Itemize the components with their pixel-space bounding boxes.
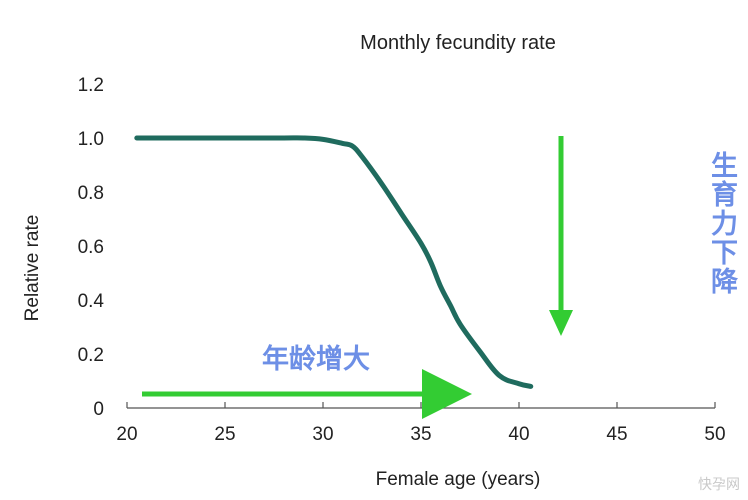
x-tick-label: 35 (410, 424, 431, 445)
y-tick-label: 0.2 (78, 345, 104, 366)
fertility-decline-label: 生育力下降 (592, 151, 738, 294)
x-tick-label: 40 (508, 424, 529, 445)
x-tick-label: 45 (606, 424, 627, 445)
x-tick-label: 50 (704, 424, 725, 445)
y-ticks: 0 0.2 0.4 0.6 0.8 1.0 1.2 (78, 75, 105, 420)
x-ticks: 20 25 30 35 40 45 50 (116, 402, 726, 445)
y-tick-label: 0.4 (78, 291, 105, 312)
y-tick-label: 0 (93, 399, 104, 420)
x-tick-label: 25 (214, 424, 235, 445)
y-tick-label: 1.0 (78, 129, 104, 150)
y-tick-label: 0.6 (78, 237, 104, 258)
fertility-decline-arrow (549, 136, 573, 336)
series-line-fecundity (134, 135, 534, 389)
x-tick-label: 30 (312, 424, 333, 445)
y-tick-label: 1.2 (78, 75, 104, 96)
y-axis-label: Relative rate (22, 215, 43, 322)
watermark-logo: 快孕网 (698, 477, 740, 493)
chart-title: Monthly fecundity rate (360, 32, 556, 54)
age-increase-label: 年龄增大 (262, 343, 370, 375)
y-tick-label: 0.8 (78, 183, 104, 204)
x-tick-label: 20 (116, 424, 137, 445)
fertility-decline-text: 生育力下降 (592, 151, 738, 294)
x-axis-label: Female age (years) (376, 469, 541, 490)
